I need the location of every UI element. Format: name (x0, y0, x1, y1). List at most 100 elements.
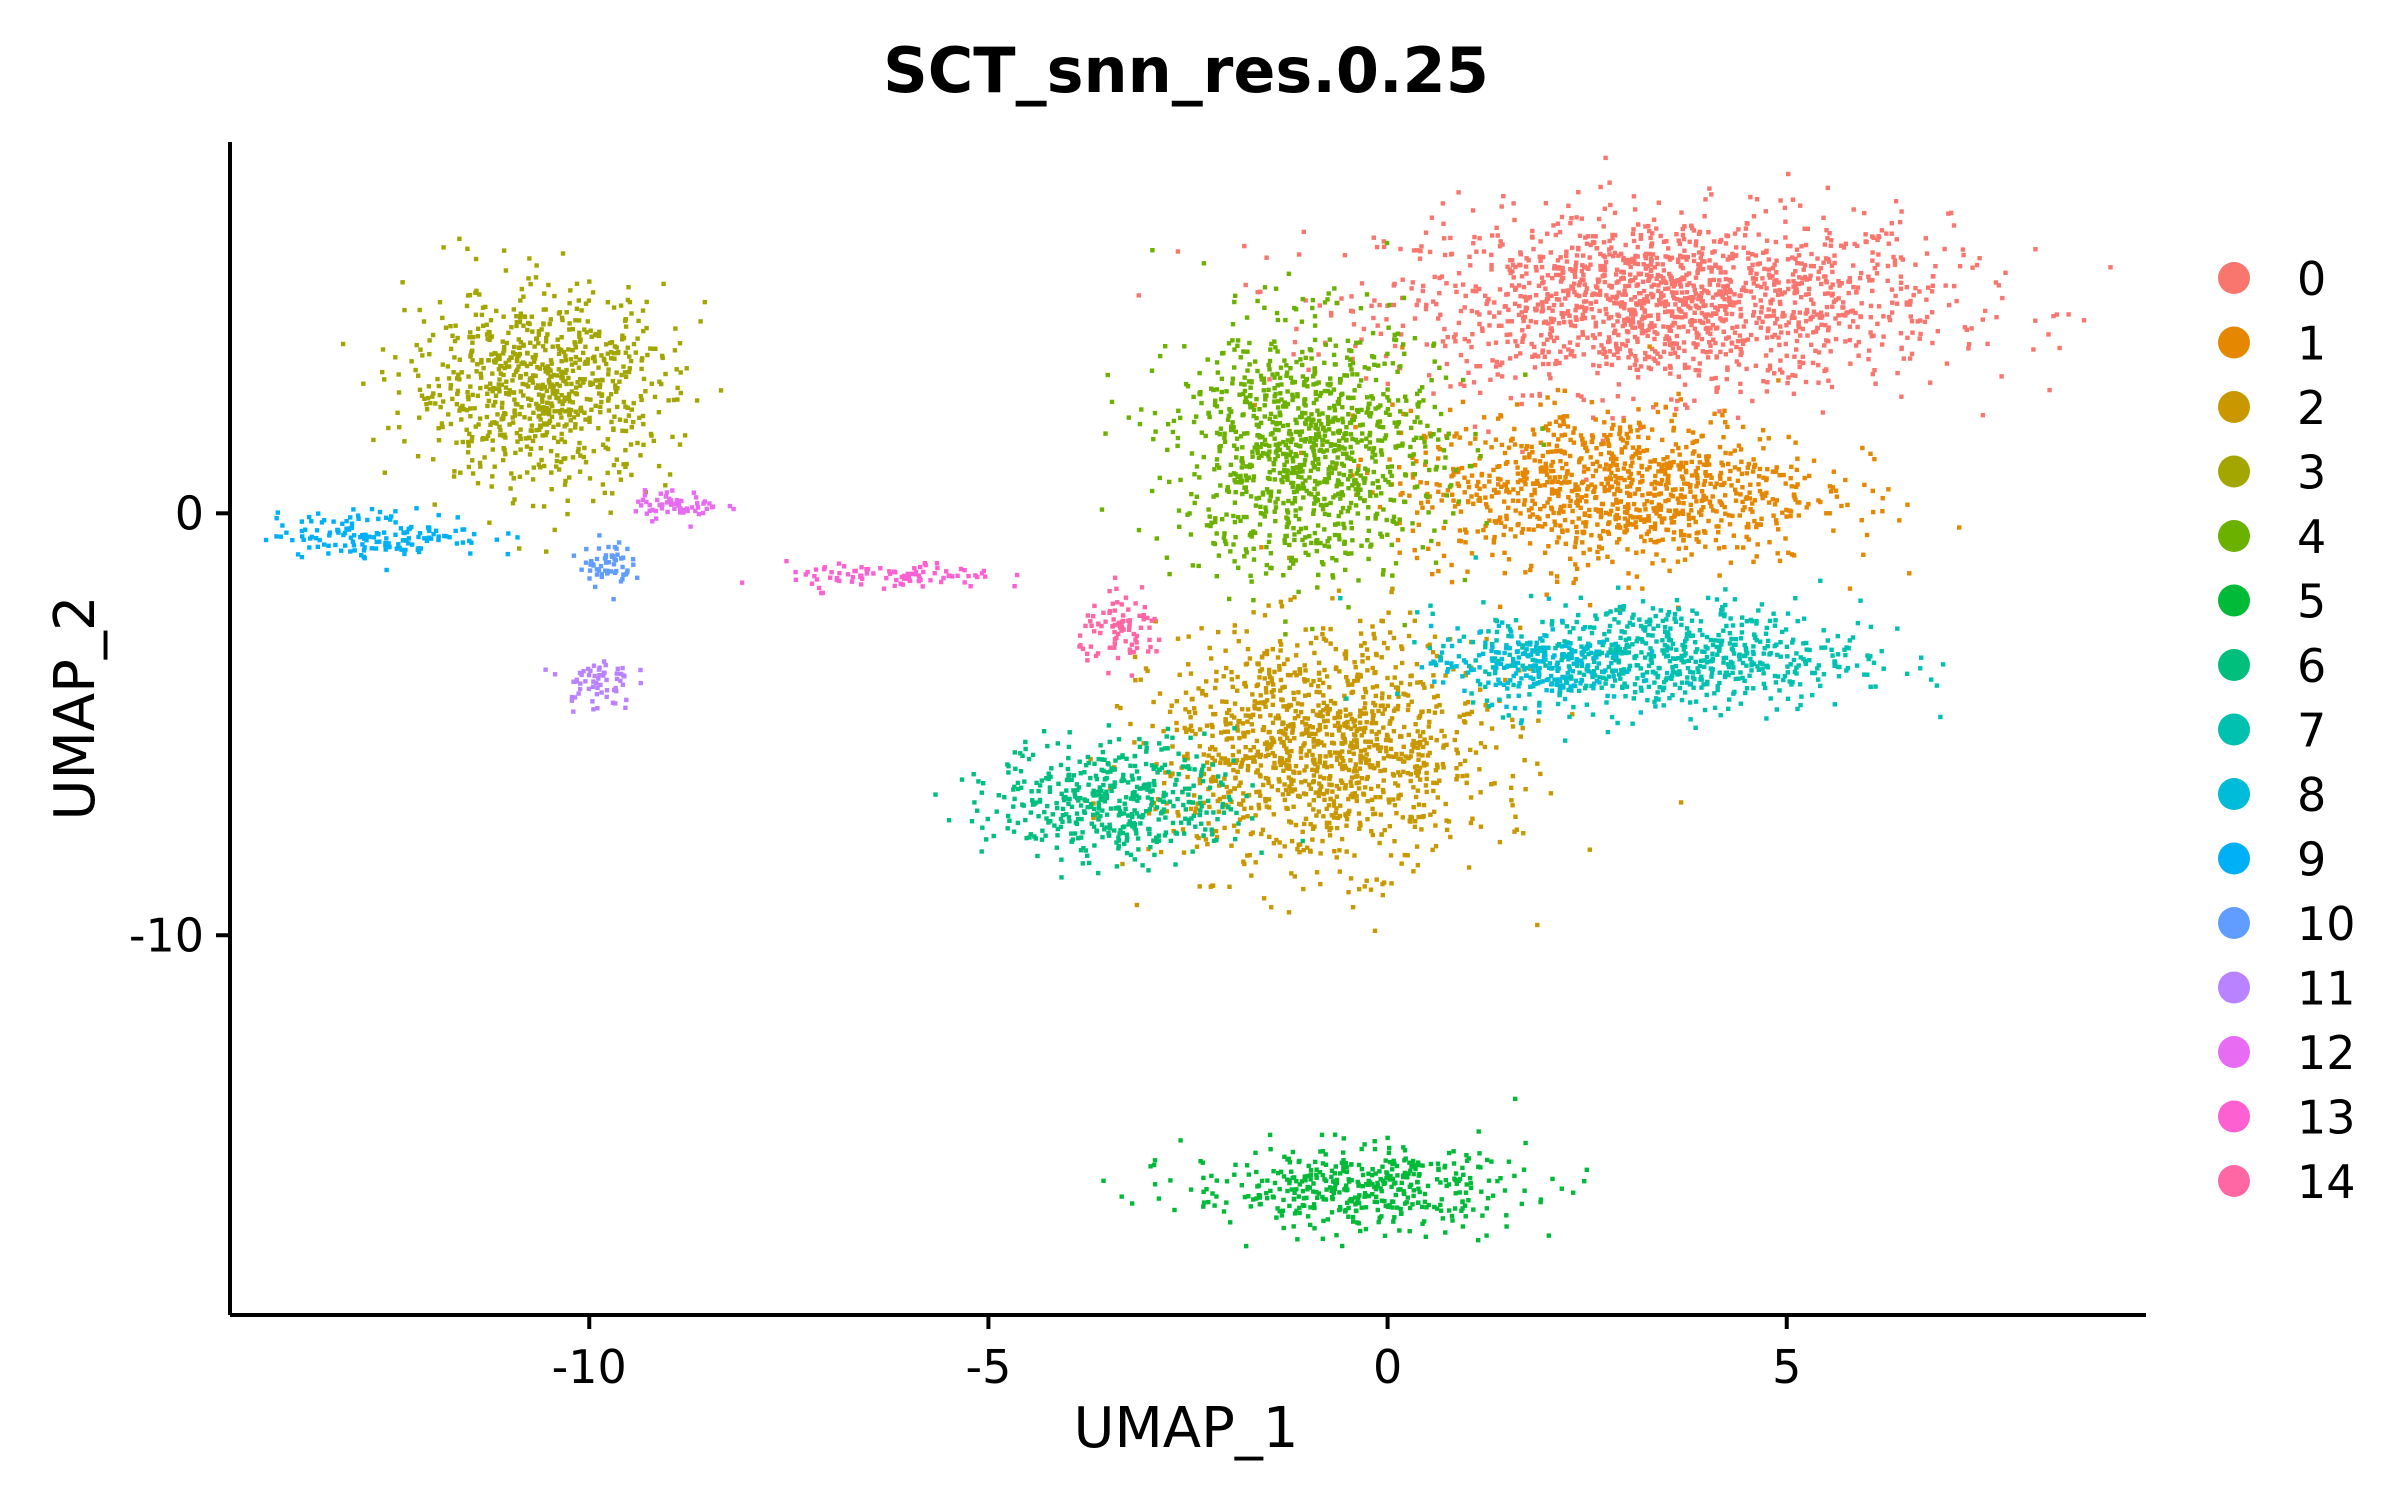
point-3 (518, 298, 523, 303)
point-3 (499, 417, 504, 422)
point-1 (1709, 504, 1714, 509)
point-0 (1721, 253, 1726, 259)
point-0 (1601, 319, 1606, 324)
point-1 (1545, 480, 1550, 485)
point-0 (1479, 326, 1485, 331)
point-4 (1241, 412, 1246, 417)
point-3 (461, 407, 467, 412)
point-1 (1505, 479, 1510, 485)
point-1 (1441, 525, 1446, 531)
point-3 (512, 497, 517, 502)
point-3 (583, 344, 588, 349)
point-0 (1646, 354, 1651, 360)
point-1 (1738, 492, 1743, 497)
point-1 (1788, 476, 1793, 481)
point-1 (1506, 505, 1511, 510)
point-0 (1628, 264, 1633, 270)
point-0 (1381, 239, 1386, 244)
point-2 (1324, 806, 1329, 811)
point-0 (1708, 331, 1713, 337)
point-1 (1610, 559, 1615, 565)
point-3 (487, 429, 492, 435)
point-0 (1291, 352, 1296, 357)
point-0 (1788, 243, 1793, 249)
point-4 (1432, 359, 1437, 364)
point-0 (1638, 302, 1643, 307)
point-1 (1561, 418, 1566, 424)
point-1 (1666, 473, 1671, 479)
point-4 (1285, 438, 1291, 443)
point-4 (1318, 390, 1324, 396)
point-2 (1364, 752, 1369, 757)
point-2 (1305, 845, 1310, 850)
point-1 (1725, 424, 1730, 430)
point-0 (1595, 277, 1601, 282)
point-3 (532, 359, 537, 364)
point-0 (1822, 291, 1828, 296)
point-0 (1558, 272, 1563, 278)
point-0 (1604, 293, 1609, 298)
point-0 (1611, 352, 1617, 357)
point-2 (1317, 788, 1322, 793)
point-0 (1802, 274, 1808, 280)
point-2 (1317, 760, 1322, 765)
point-2 (1368, 887, 1374, 892)
point-1 (1802, 475, 1807, 481)
point-0 (1926, 285, 1931, 290)
point-0 (1612, 210, 1618, 216)
point-4 (1310, 305, 1315, 311)
point-3 (514, 314, 519, 319)
point-3 (542, 384, 548, 390)
point-1 (1644, 498, 1650, 504)
point-2 (1224, 699, 1229, 705)
point-1 (1736, 443, 1742, 448)
point-1 (1659, 465, 1664, 470)
point-2 (1212, 778, 1217, 783)
point-3 (484, 384, 489, 389)
point-0 (1468, 263, 1473, 268)
point-2 (1430, 847, 1435, 853)
point-1 (1660, 437, 1665, 443)
point-2 (1251, 712, 1256, 717)
point-3 (623, 404, 628, 409)
point-0 (1661, 324, 1666, 329)
point-2 (1133, 678, 1138, 683)
cluster-1-points (1252, 344, 1962, 612)
point-1 (1518, 511, 1523, 516)
point-1 (1450, 492, 1455, 497)
point-0 (1870, 371, 1875, 377)
point-2 (1309, 731, 1314, 736)
point-3 (533, 373, 538, 379)
point-2 (1437, 778, 1442, 783)
point-0 (1693, 367, 1698, 373)
point-1 (1690, 430, 1696, 435)
point-1 (1580, 436, 1585, 442)
point-0 (1677, 241, 1683, 247)
point-1 (1741, 545, 1746, 550)
point-1 (1488, 508, 1493, 513)
point-4 (1351, 417, 1356, 423)
point-4 (1255, 433, 1260, 438)
point-0 (1684, 257, 1689, 262)
point-0 (1777, 287, 1782, 293)
point-0 (1536, 354, 1541, 359)
point-0 (1630, 325, 1635, 330)
point-2 (1315, 742, 1320, 747)
point-0 (1790, 372, 1795, 378)
point-0 (1876, 234, 1882, 240)
point-1 (1680, 511, 1686, 516)
point-2 (1460, 773, 1465, 779)
point-1 (1722, 504, 1727, 510)
point-2 (1370, 806, 1375, 811)
point-1 (1868, 451, 1873, 456)
point-1 (1524, 476, 1529, 481)
point-3 (554, 464, 559, 469)
point-3 (702, 299, 707, 305)
point-0 (1929, 289, 1935, 294)
point-0 (1466, 339, 1471, 344)
point-0 (1513, 354, 1519, 359)
point-3 (521, 342, 526, 347)
point-0 (1717, 239, 1723, 244)
point-1 (1562, 479, 1567, 484)
